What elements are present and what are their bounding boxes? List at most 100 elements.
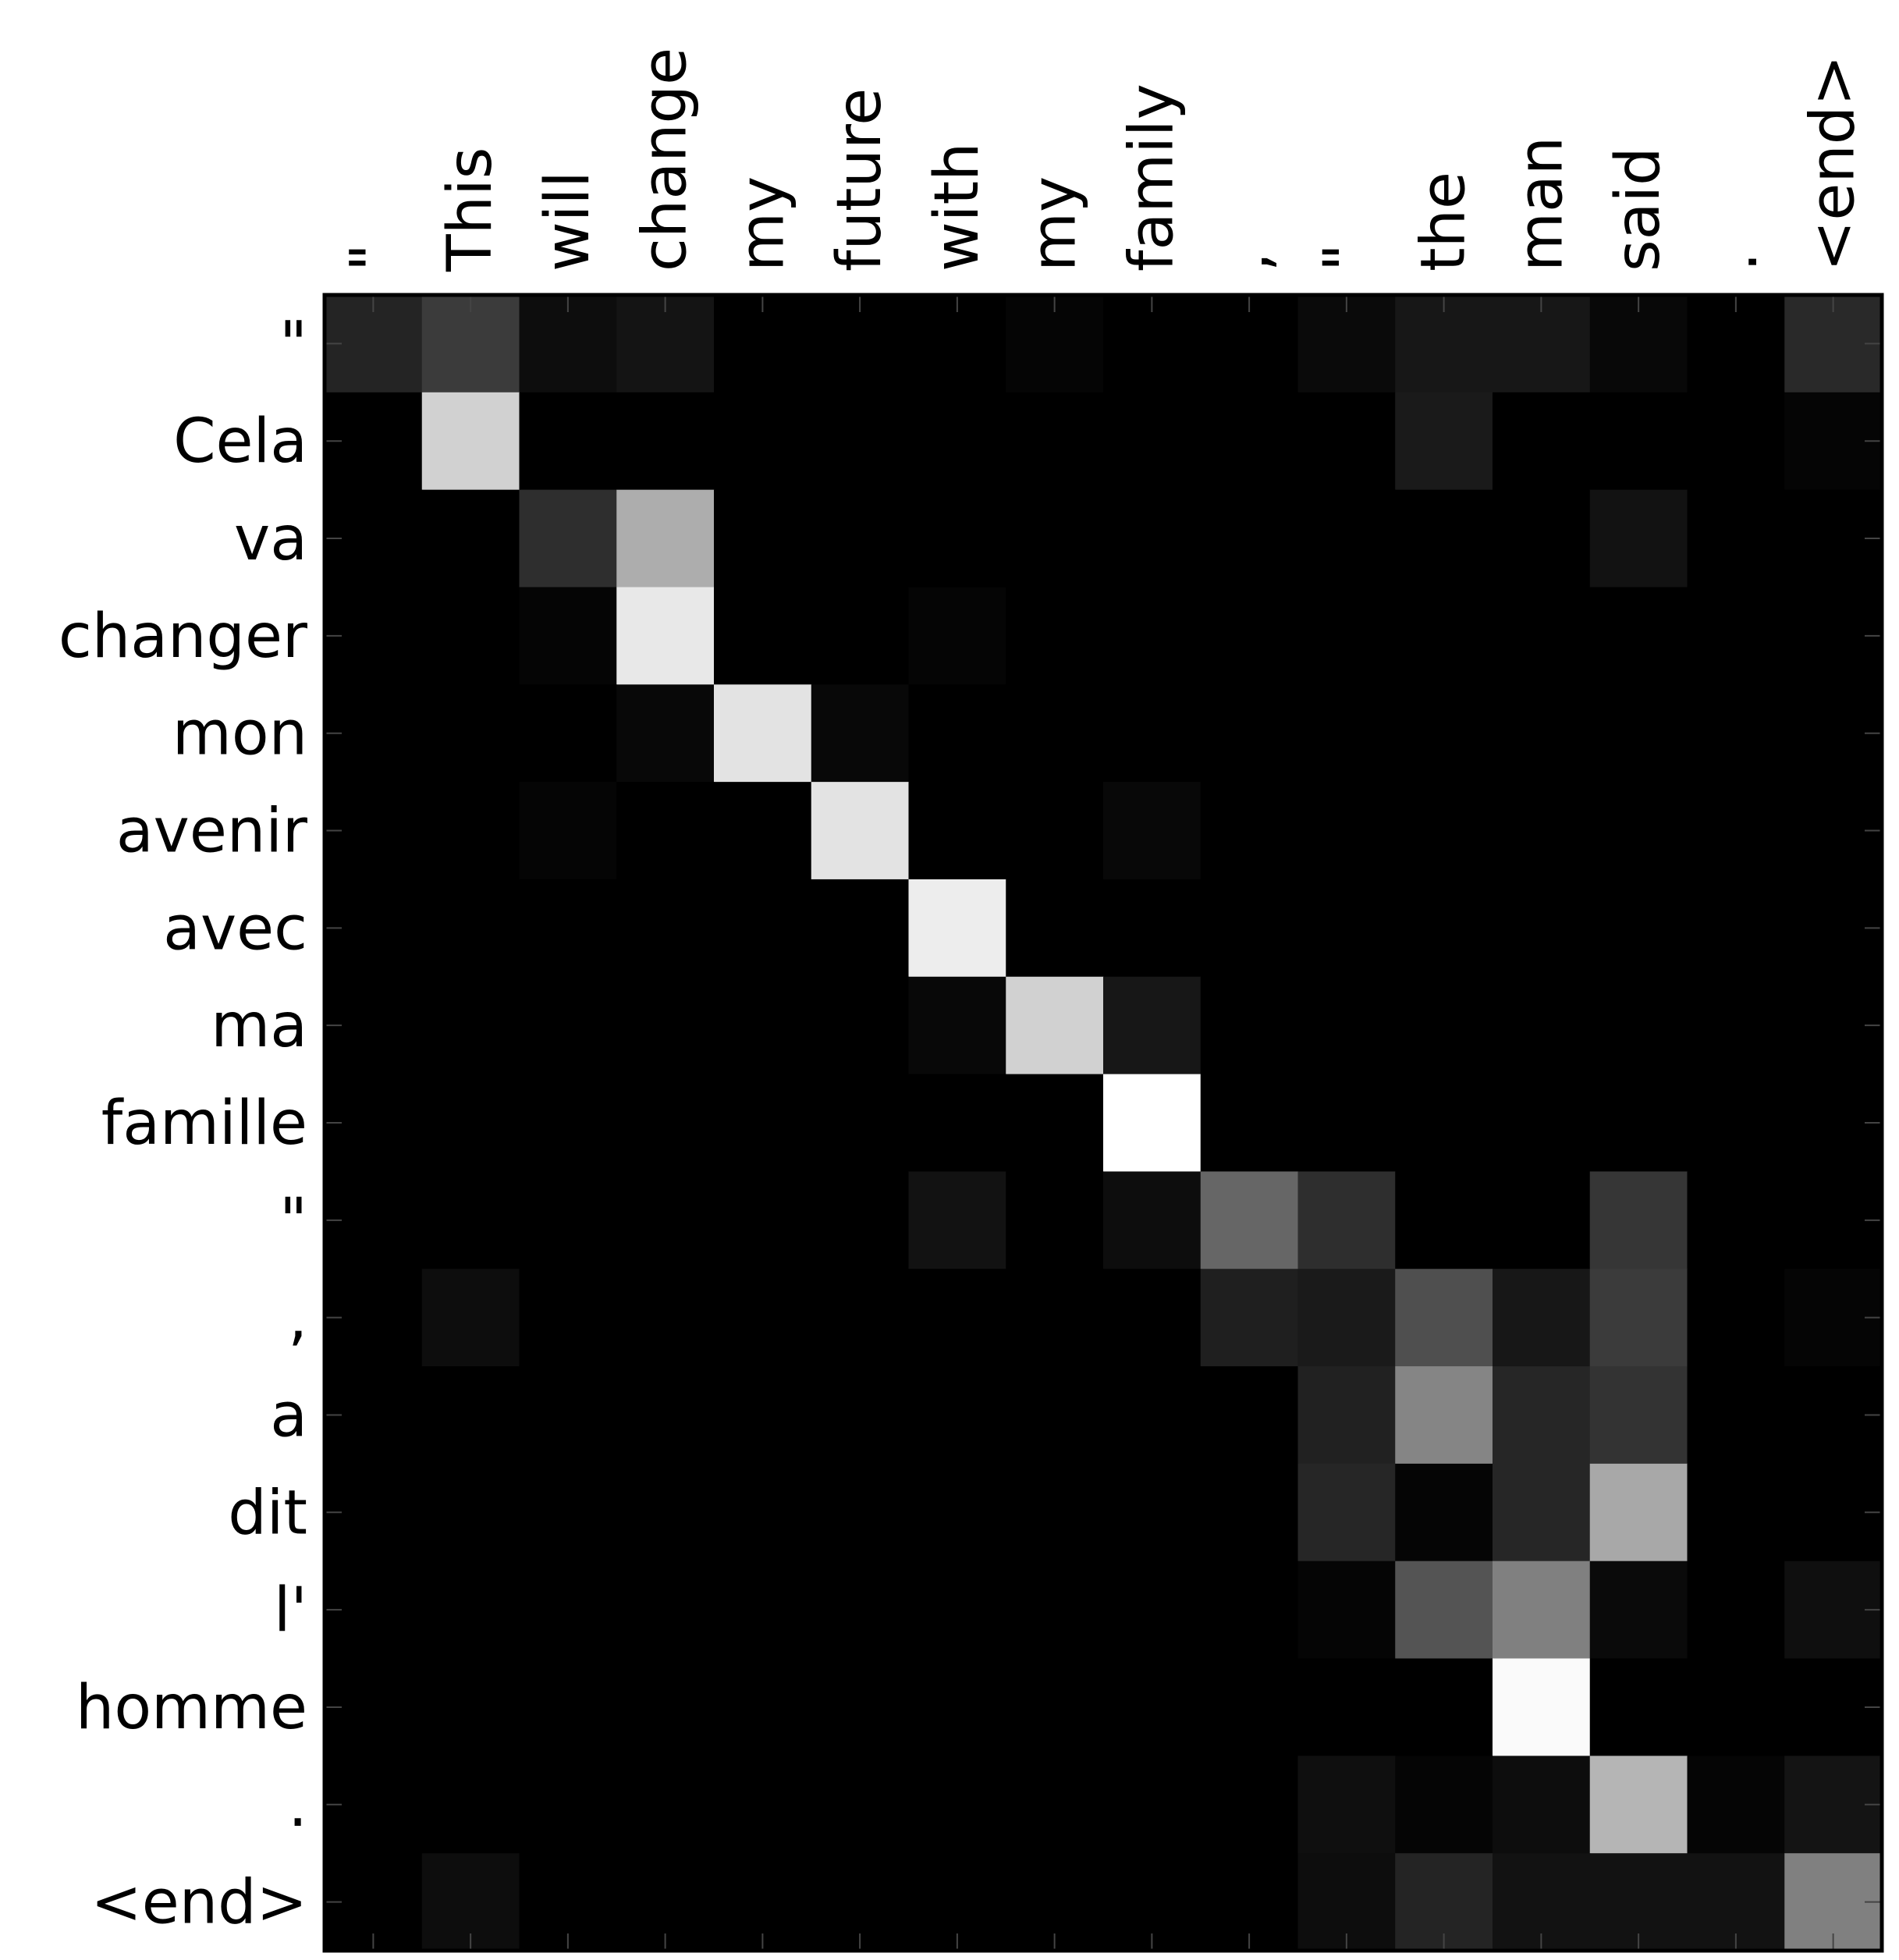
heatmap-cell-r14-c12: [1493, 1658, 1591, 1756]
y-tick-label-1: Cela: [173, 407, 307, 477]
x-tick-label-2: will: [533, 171, 603, 272]
x-tick-label-15: <end>: [1798, 55, 1869, 272]
heatmap-cell-r7-c5: [811, 976, 910, 1075]
x-tick-label-8: family: [1116, 83, 1187, 272]
heatmap-cell-r2-c8: [1103, 489, 1202, 588]
heatmap-cell-r14-c3: [616, 1658, 715, 1756]
x-tick-label-1: This: [435, 147, 506, 272]
heatmap-cell-r1-c3: [616, 392, 715, 491]
heatmap-cell-r4-c4: [714, 684, 812, 783]
heatmap-cell-r3-c6: [908, 587, 1006, 685]
heatmap-cell-r2-c10: [1297, 489, 1396, 588]
heatmap-cell-r4-c3: [616, 684, 715, 783]
heatmap-cell-r3-c10: [1297, 587, 1396, 685]
heatmap-cell-r14-c8: [1103, 1658, 1202, 1756]
heatmap-cell-r9-c3: [616, 1171, 715, 1269]
heatmap-cell-r12-c2: [519, 1463, 617, 1562]
heatmap-cell-r9-c7: [1006, 1171, 1104, 1269]
plot-frame: [322, 293, 1884, 1953]
heatmap-cell-r14-c2: [519, 1658, 617, 1756]
heatmap-cell-r14-c5: [811, 1658, 910, 1756]
x-tick-label-7: my: [1020, 176, 1090, 272]
heatmap-cell-r7-c13: [1589, 976, 1688, 1075]
heatmap-cell-r9-c10: [1297, 1171, 1396, 1269]
y-tick-label-7: ma: [211, 991, 307, 1061]
heatmap-cell-r9-c9: [1200, 1171, 1299, 1269]
heatmap-cell-r1-c11: [1395, 392, 1493, 491]
heatmap-cell-r7-c8: [1103, 976, 1202, 1075]
heatmap-cell-r15-c14: [1687, 1756, 1785, 1854]
y-axis-labels: " Cela va changer mon avenir avec ma famille ", ad…: [59, 309, 308, 1937]
heatmap-cells: [325, 295, 1883, 1951]
heatmap-cell-r8-c1: [421, 1074, 520, 1173]
heatmap-cell-r2-c13: [1589, 489, 1688, 588]
heatmap-cell-r10-c7: [1006, 1269, 1104, 1367]
y-tick-label-9: ": [279, 1186, 307, 1256]
heatmap-cell-r15-c12: [1493, 1756, 1591, 1854]
heatmap-cell-r12-c8: [1103, 1463, 1202, 1562]
heatmap-cell-r3-c11: [1395, 587, 1493, 685]
heatmap-cell-r8-c13: [1589, 1074, 1688, 1173]
heatmap-cell-r3-c3: [616, 587, 715, 685]
heatmap-cell-r13-c4: [714, 1561, 812, 1660]
heatmap-cell-r7-c6: [908, 976, 1006, 1075]
heatmap-cell-r13-c14: [1687, 1561, 1785, 1660]
heatmap-cell-r11-c6: [908, 1366, 1006, 1465]
heatmap-cell-r3-c1: [421, 587, 520, 685]
heatmap-cell-r2-c5: [811, 489, 910, 588]
heatmap-cell-r10-c4: [714, 1269, 812, 1367]
y-tick-label-10: ,: [288, 1284, 307, 1354]
heatmap-cell-r9-c13: [1589, 1171, 1688, 1269]
y-tick-label-8: famille: [101, 1088, 307, 1159]
heatmap-cell-r3-c8: [1103, 587, 1202, 685]
heatmap-cell-r10-c14: [1687, 1269, 1785, 1367]
heatmap-cell-r7-c10: [1297, 976, 1396, 1075]
heatmap-cell-r14-c9: [1200, 1658, 1299, 1756]
heatmap-cell-r11-c1: [421, 1366, 520, 1465]
heatmap-cell-r6-c13: [1589, 879, 1688, 978]
heatmap-cell-r13-c12: [1493, 1561, 1591, 1660]
heatmap-cell-r7-c9: [1200, 976, 1299, 1075]
y-tick-label-4: mon: [172, 699, 307, 769]
heatmap-cell-r9-c2: [519, 1171, 617, 1269]
heatmap-cell-r4-c8: [1103, 684, 1202, 783]
x-tick-label-0: ": [338, 243, 408, 272]
heatmap-cell-r5-c9: [1200, 782, 1299, 880]
heatmap-cell-r13-c3: [616, 1561, 715, 1660]
heatmap-cell-r5-c7: [1006, 782, 1104, 880]
y-tick-label-3: changer: [59, 602, 308, 672]
heatmap-cell-r14-c4: [714, 1658, 812, 1756]
heatmap-cell-r6-c12: [1493, 879, 1591, 978]
heatmap-cell-r7-c12: [1493, 976, 1591, 1075]
heatmap-cell-r14-c11: [1395, 1658, 1493, 1756]
heatmap-cell-r15-c11: [1395, 1756, 1493, 1854]
heatmap-cell-r8-c5: [811, 1074, 910, 1173]
heatmap-cell-r5-c4: [714, 782, 812, 880]
heatmap-cell-r15-c4: [714, 1756, 812, 1854]
heatmap-cell-r5-c2: [519, 782, 617, 880]
heatmap-cell-r12-c12: [1493, 1463, 1591, 1562]
x-tick-label-10: ": [1312, 243, 1382, 272]
heatmap-cell-r4-c1: [421, 684, 520, 783]
heatmap-cell-r1-c6: [908, 392, 1006, 491]
heatmap-cell-r1-c12: [1493, 392, 1591, 491]
heatmap-cell-r12-c4: [714, 1463, 812, 1562]
heatmap-cell-r8-c4: [714, 1074, 812, 1173]
heatmap-cell-r11-c13: [1589, 1366, 1688, 1465]
heatmap-cell-r10-c10: [1297, 1269, 1396, 1367]
y-tick-label-14: homme: [76, 1673, 307, 1743]
heatmap-cell-r11-c14: [1687, 1366, 1785, 1465]
heatmap-cell-r6-c5: [811, 879, 910, 978]
heatmap-cell-r2-c4: [714, 489, 812, 588]
x-tick-label-9: ,: [1214, 252, 1284, 272]
heatmap-cell-r11-c12: [1493, 1366, 1591, 1465]
heatmap-cell-r14-c1: [421, 1658, 520, 1756]
heatmap-cell-r7-c1: [421, 976, 520, 1075]
heatmap-cell-r8-c14: [1687, 1074, 1785, 1173]
heatmap-cell-r13-c5: [811, 1561, 910, 1660]
x-tick-label-5: future: [825, 88, 895, 272]
heatmap-cell-r13-c7: [1006, 1561, 1104, 1660]
heatmap-cell-r5-c14: [1687, 782, 1785, 880]
heatmap-cell-r1-c4: [714, 392, 812, 491]
heatmap-cell-r4-c6: [908, 684, 1006, 783]
